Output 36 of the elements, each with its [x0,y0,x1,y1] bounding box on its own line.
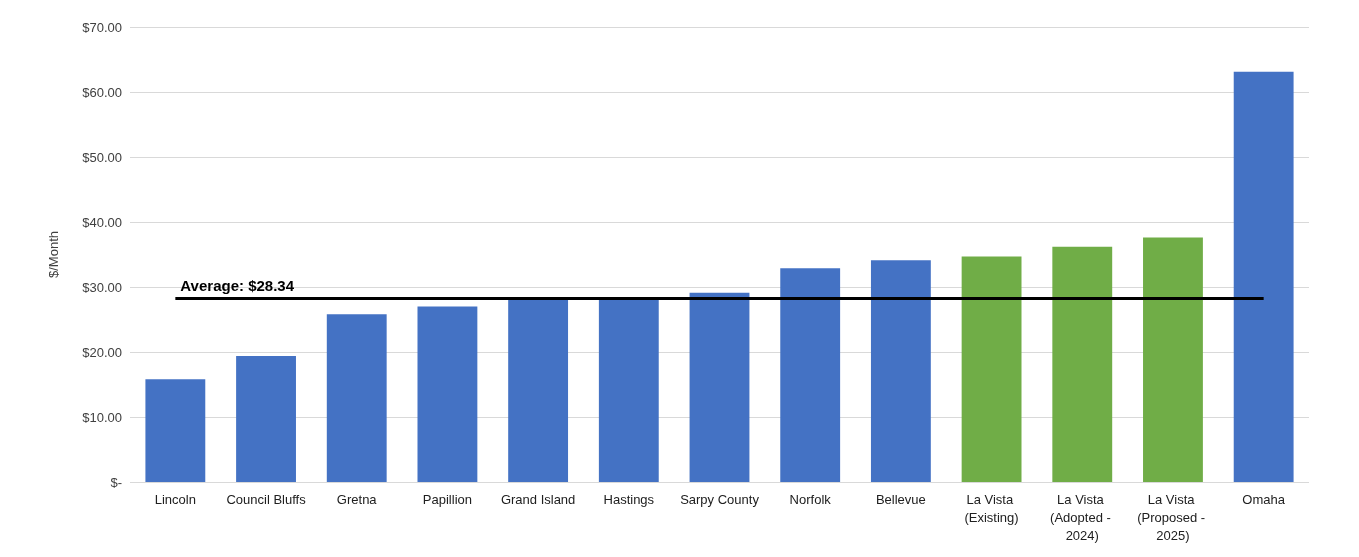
bar [870,260,931,482]
bar [417,306,478,482]
x-tick-label: Norfolk [789,491,832,507]
bar [145,379,206,482]
bar [326,314,387,482]
x-tick-label: Lincoln [154,491,196,507]
x-tick-label: Papillion [422,491,472,507]
x-tick-label: La Vista (Proposed - 2025) [1137,491,1209,543]
y-tick-label: $60.00 [82,84,122,100]
bar [780,268,841,482]
y-tick-label: $30.00 [82,279,122,295]
x-tick-label: Hastings [603,491,655,507]
x-tick-label: La Vista (Existing) [964,491,1019,525]
bar [689,292,750,482]
y-axis-title: $/Month [46,231,61,278]
y-tick-label: $50.00 [82,149,122,165]
x-tick-label: Grand Island [500,491,576,507]
bar [508,298,569,482]
bar [598,298,659,482]
y-tick-label: $70.00 [82,19,122,35]
y-tick-label: $- [110,474,122,490]
x-tick-label: Gretna [336,491,378,507]
bar [961,256,1022,482]
y-tick-label: $10.00 [82,409,122,425]
x-tick-label: Omaha [1242,491,1286,507]
bar [1143,237,1203,482]
y-tick-label: $40.00 [82,214,122,230]
x-tick-label: Council Bluffs [226,491,307,507]
x-tick-label: Sarpy County [680,491,760,507]
x-tick-label: Bellevue [875,491,926,507]
x-tick-label: La Vista (Adopted - 2024) [1050,491,1115,543]
y-tick-label: $20.00 [82,344,122,360]
bar [1233,71,1294,482]
ref-line-label: Average: $28.34 [180,276,295,294]
bar [236,355,296,482]
bar [1052,246,1113,482]
